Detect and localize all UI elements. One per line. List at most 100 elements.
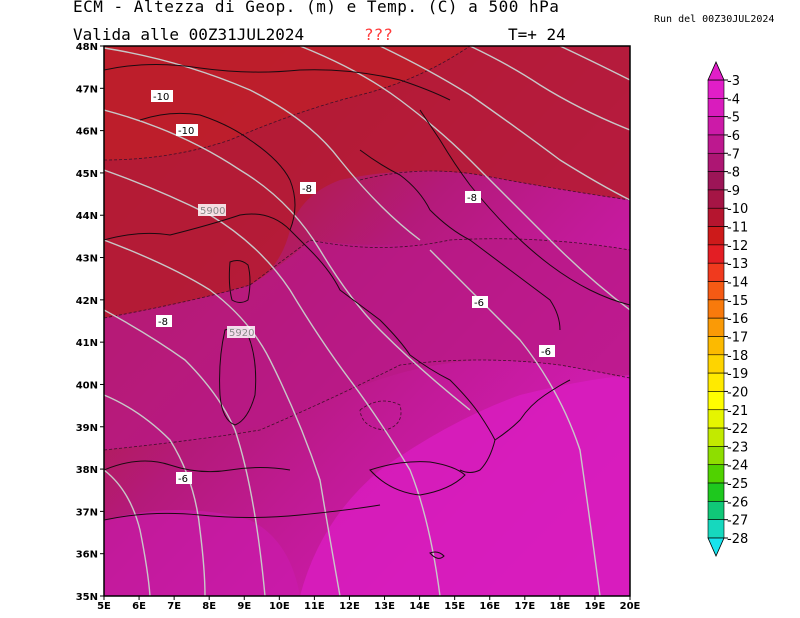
map-frame: [103, 45, 631, 597]
lat-label: 35N: [76, 592, 98, 603]
colorbar-label: -28: [727, 532, 748, 547]
colorbar-label: -16: [727, 312, 748, 327]
lon-label: 17E: [514, 601, 535, 612]
colorbar-swatch: [707, 281, 725, 301]
lon-label: 20E: [620, 601, 641, 612]
colorbar-label: -26: [727, 495, 748, 510]
colorbar-label: -6: [727, 129, 740, 144]
colorbar-label: -4: [727, 92, 740, 107]
colorbar-swatch: [707, 409, 725, 429]
lon-label: 16E: [479, 601, 500, 612]
colorbar-label: -19: [727, 367, 748, 382]
colorbar-label: -7: [727, 147, 740, 162]
colorbar-label: -10: [727, 202, 748, 217]
colorbar-swatch: [707, 354, 725, 374]
colorbar-label: -15: [727, 294, 748, 309]
colorbar-swatch: [707, 391, 725, 411]
lon-label: 7E: [167, 601, 181, 612]
colorbar-label: -13: [727, 257, 748, 272]
lon-label: 8E: [202, 601, 216, 612]
colorbar-swatch: [707, 244, 725, 264]
lat-axis: 48N 47N 46N 45N 44N 43N 42N 41N 40N 39N 38N 37N 36N 3…: [76, 42, 104, 603]
colorbar-bottom-arrow: [707, 537, 725, 557]
colorbar-swatch: [707, 226, 725, 246]
colorbar-label: -9: [727, 184, 740, 199]
lon-label: 13E: [374, 601, 395, 612]
colorbar-top-arrow: [707, 61, 725, 81]
chart-title: ECM - Altezza di Geop. (m) e Temp. (C) a…: [73, 0, 560, 16]
lon-label: 5E: [97, 601, 111, 612]
lon-label: 10E: [269, 601, 290, 612]
map-area: -10 -10 -8 -8 -6 -8 -6 -6 5900 5920: [104, 46, 630, 596]
colorbar-swatch: [707, 134, 725, 154]
colorbar-swatch: [707, 336, 725, 356]
lat-label: 41N: [76, 338, 98, 349]
lon-axis: 5E 6E 7E 8E 9E 10E 11E 12E 13E 14E 15E 16E 17E 18E 19E…: [97, 596, 641, 612]
colorbar-label: -25: [727, 477, 748, 492]
colorbar-label: -5: [727, 111, 740, 126]
coastlines: [104, 63, 630, 559]
colorbar-label: -11: [727, 221, 748, 236]
colorbar-swatch: [707, 446, 725, 466]
colorbar-swatch: [707, 299, 725, 319]
colorbar-swatch: [707, 482, 725, 502]
colorbar-label: -12: [727, 239, 748, 254]
lat-label: 43N: [76, 254, 98, 265]
colorbar-swatch: [707, 189, 725, 209]
lon-label: 11E: [304, 601, 325, 612]
colorbar-label: -8: [727, 166, 740, 181]
temp-label: -6: [541, 347, 551, 358]
run-info: Run del 00Z30JUL2024: [654, 14, 775, 25]
temp-label: -10: [153, 92, 169, 103]
timestep: T=+ 24: [508, 25, 566, 44]
colorbar-label: -24: [727, 459, 748, 474]
colorbar-label: -14: [727, 276, 748, 291]
lon-label: 9E: [237, 601, 251, 612]
lat-label: 36N: [76, 550, 98, 561]
lon-label: 19E: [585, 601, 606, 612]
isotherms: [104, 46, 630, 451]
colorbar-swatch: [707, 207, 725, 227]
lat-label: 42N: [76, 296, 98, 307]
colorbar-label: -18: [727, 349, 748, 364]
lat-label: 37N: [76, 507, 98, 518]
lat-label: 39N: [76, 423, 98, 434]
colorbar-label: -27: [727, 514, 748, 529]
temp-label: -6: [474, 298, 484, 309]
lon-label: 14E: [409, 601, 430, 612]
lat-label: 38N: [76, 465, 98, 476]
lon-label: 15E: [444, 601, 465, 612]
lon-label: 12E: [339, 601, 360, 612]
colorbar-swatch: [707, 464, 725, 484]
colorbar-swatch: [707, 519, 725, 539]
colorbar-swatch: [707, 116, 725, 136]
geop-label: 5920: [229, 328, 254, 339]
temp-label: -8: [467, 193, 477, 204]
colorbar-swatch: [707, 372, 725, 392]
colorbar-swatch: [707, 98, 725, 117]
lon-label: 6E: [132, 601, 146, 612]
temp-label: -8: [302, 184, 312, 195]
lon-label: 18E: [549, 601, 570, 612]
flag-text: ???: [364, 25, 393, 44]
lat-label: 48N: [76, 42, 98, 53]
temp-label: -6: [178, 474, 188, 485]
colorbar-swatch: [707, 171, 725, 191]
colorbar-label: -23: [727, 440, 748, 455]
colorbar-swatch: [707, 262, 725, 282]
geop-label: 5900: [200, 206, 225, 217]
geop-labels: 5900 5920: [198, 204, 255, 339]
temp-labels: -10 -10 -8 -8 -6 -8 -6 -6: [151, 90, 555, 485]
lat-label: 40N: [76, 380, 98, 391]
colorbar-label: -17: [727, 330, 748, 345]
temp-label: -10: [178, 126, 194, 137]
lat-label: 46N: [76, 127, 98, 138]
colorbar-label: -3: [727, 74, 740, 89]
temp-label: -8: [158, 317, 168, 328]
colorbar-swatch: [707, 79, 725, 99]
colorbar-swatch: [707, 427, 725, 447]
lat-label: 44N: [76, 211, 98, 222]
colorbar-swatch: [707, 152, 725, 172]
colorbar-swatch: [707, 501, 725, 520]
